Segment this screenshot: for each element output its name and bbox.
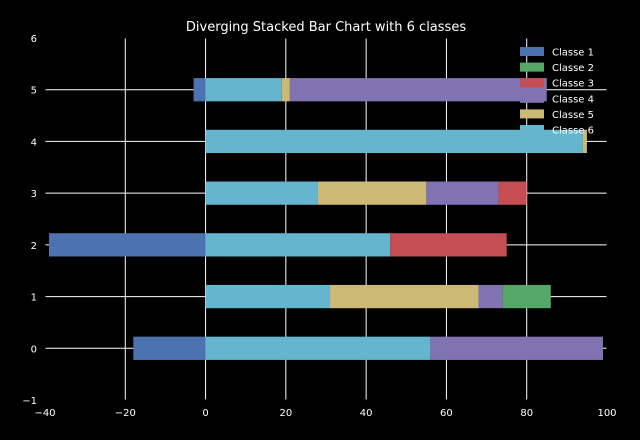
bar-classe-3 [498, 181, 527, 205]
bar-classe-4 [430, 336, 603, 360]
bar-classe-1 [193, 78, 206, 102]
x-tick-label: −20 [115, 408, 136, 419]
bar-classe-1 [133, 336, 206, 360]
legend-swatch [520, 93, 544, 103]
legend-swatch [520, 78, 544, 88]
bar-classe-6 [205, 233, 391, 257]
y-tick-label: 5 [31, 86, 37, 97]
x-axis-ticks: −40 −20 0 20 40 60 80 100 [34, 408, 616, 419]
x-tick-label: −40 [34, 408, 55, 419]
bar-classe-3 [390, 233, 507, 257]
legend-label: Classe 2 [552, 63, 594, 74]
x-tick-label: 40 [360, 408, 373, 419]
legend-label: Classe 3 [552, 79, 594, 90]
bar-classe-6 [205, 284, 331, 309]
y-tick-label: −1 [22, 396, 37, 407]
y-tick-label: 0 [31, 344, 37, 355]
bar-classe-2 [502, 284, 551, 309]
x-tick-label: 100 [597, 408, 616, 419]
y-tick-label: 1 [31, 293, 37, 304]
legend: Classe 1 Classe 2 Classe 3 Classe 4 Classe 5… [520, 47, 594, 137]
bar-classe-5 [317, 181, 427, 205]
y-axis-ticks: −1 0 1 2 3 4 5 6 [22, 34, 37, 407]
legend-label: Classe 1 [552, 48, 594, 59]
y-tick-label: 4 [31, 137, 37, 148]
x-tick-label: 20 [279, 408, 292, 419]
bar-classe-6 [205, 129, 583, 154]
y-tick-label: 2 [31, 241, 37, 252]
chart-title: Diverging Stacked Bar Chart with 6 class… [186, 20, 466, 35]
bar-classe-4 [478, 284, 503, 309]
y-tick-label: 3 [31, 189, 37, 200]
legend-label: Classe 4 [552, 94, 594, 105]
bar-classe-1 [49, 233, 206, 257]
plot-frame [44, 37, 608, 401]
bar-classe-6 [205, 181, 318, 205]
x-tick-label: 80 [520, 408, 533, 419]
bar-classe-5 [582, 129, 587, 154]
legend-swatch [520, 47, 544, 56]
bar-classe-6 [205, 336, 431, 360]
bar-classe-4 [289, 78, 547, 102]
bar-classe-5 [281, 78, 290, 102]
legend-label: Classe 6 [552, 126, 594, 137]
bar-classe-4 [426, 181, 499, 205]
bar-classe-6 [205, 78, 282, 102]
legend-swatch [520, 62, 544, 72]
bar-classe-5 [330, 284, 479, 309]
x-tick-label: 60 [440, 408, 453, 419]
bars [49, 78, 603, 360]
legend-swatch [520, 125, 544, 134]
y-tick-label: 6 [31, 34, 37, 45]
legend-swatch [520, 109, 544, 119]
legend-label: Classe 5 [552, 110, 594, 121]
x-tick-label: 0 [202, 408, 208, 419]
